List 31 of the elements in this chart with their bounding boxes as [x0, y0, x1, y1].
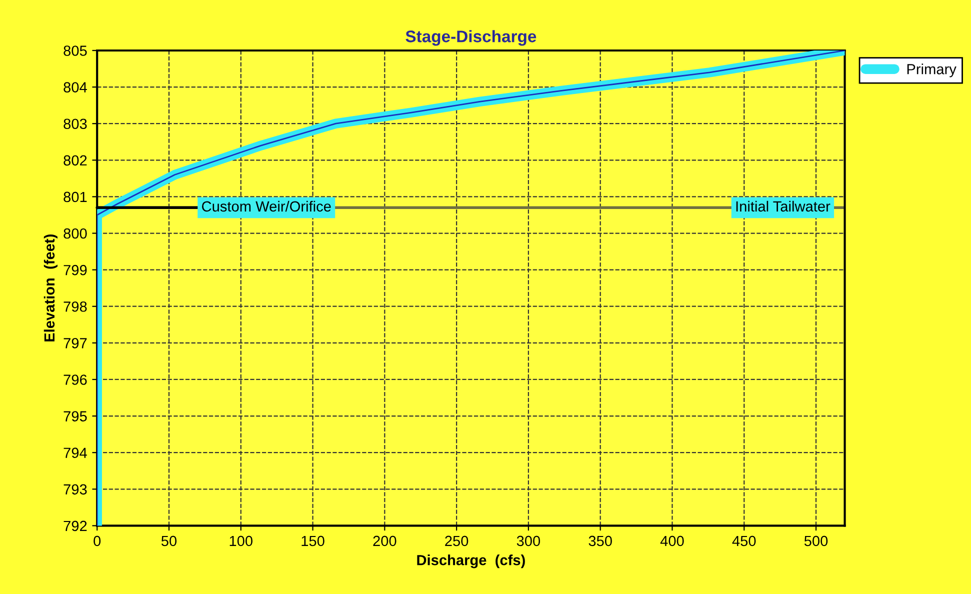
y-tick-label: 793 [64, 484, 87, 495]
y-tick-label: 794 [64, 448, 87, 458]
ref-line-label: Initial Tailwater [736, 200, 830, 212]
annotation: Custom Weir/Orifice [202, 200, 331, 212]
x-tick-label: 150 [302, 536, 324, 546]
y-axis-title: Elevation (feet) [44, 234, 58, 342]
y-tick-label: 800 [64, 228, 87, 239]
x-tick-label: 300 [516, 536, 540, 546]
legend-label: Primary [907, 64, 956, 78]
x-tick-label: 250 [445, 536, 468, 546]
x-tick-label: 50 [161, 536, 177, 546]
y-tick-label: 799 [64, 264, 87, 276]
x-tick-label: 450 [732, 536, 756, 546]
y-tick-label: 805 [64, 46, 87, 56]
x-tick-label: 400 [660, 536, 684, 546]
x-tick-label: 100 [230, 536, 252, 546]
y-tick-label: 797 [64, 338, 87, 348]
x-tick-label: 0 [94, 536, 101, 546]
x-tick-label: 500 [804, 536, 828, 546]
chart-title: Stage-Discharge [406, 30, 536, 46]
y-tick-label: 801 [64, 192, 87, 202]
y-tick-label: 795 [64, 411, 87, 422]
y-tick-label: 803 [64, 118, 87, 130]
y-tick-label: 796 [64, 374, 87, 385]
y-tick-label: 804 [64, 82, 87, 92]
x-tick-label: 200 [373, 536, 396, 546]
y-tick-label: 798 [64, 301, 87, 312]
x-tick-label: 350 [588, 536, 612, 546]
y-tick-label: 792 [64, 520, 87, 532]
x-axis-title: Discharge (cfs) [417, 554, 525, 568]
y-tick-label: 802 [64, 155, 87, 166]
